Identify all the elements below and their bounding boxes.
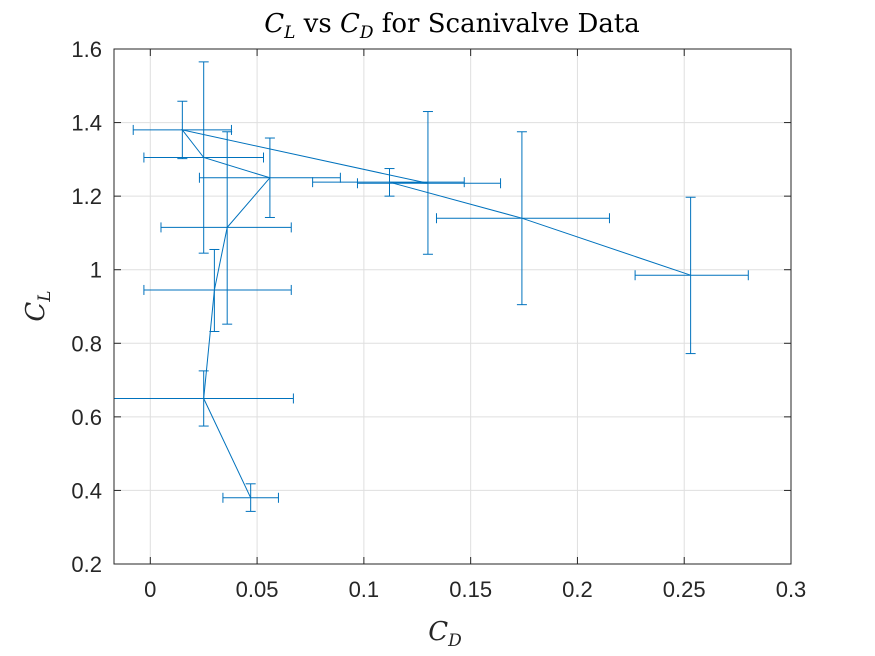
data-point-errorbars [143, 61, 264, 254]
y-tick-label: 0.8 [71, 331, 102, 356]
x-tick-label: 0.05 [236, 577, 279, 602]
data-point-errorbars [198, 137, 341, 218]
data-point-errorbars [143, 248, 292, 333]
data-point-errorbars [160, 131, 292, 325]
y-tick-label: 0.6 [71, 405, 102, 430]
x-tick-label: 0.15 [449, 577, 492, 602]
x-axis-label: CD [428, 617, 462, 651]
data-point-errorbars [435, 131, 610, 306]
x-axis-label-symbol: C [428, 617, 448, 647]
title-mid: vs [295, 9, 340, 39]
axes-box [113, 48, 792, 565]
y-tick-label: 0.2 [71, 552, 102, 577]
data-point-errorbars [312, 168, 465, 197]
x-tick-label: 0.2 [562, 577, 593, 602]
title-main-symbol: C [264, 9, 284, 39]
tick-labels: 0 0.05 0.1 0.15 0.2 0.25 0.3 0.2 0.4 0.6 0.8 1 1.2 1.… [71, 37, 806, 602]
data-point-errorbars [634, 196, 749, 355]
y-axis-label-subscript: L [35, 290, 55, 302]
x-tick-label: 0.1 [349, 577, 380, 602]
data-point-errorbars [222, 483, 279, 512]
data-point-errorbars [356, 111, 502, 255]
y-tick-label: 1.2 [71, 184, 102, 209]
title-rest: for Scanivalve Data [374, 9, 640, 39]
x-axis-label-subscript: D [447, 631, 462, 651]
y-axis-label-symbol: C [21, 302, 51, 322]
title-second-subscript: D [359, 23, 374, 43]
chart-title: CL vs CD for Scanivalve Data [264, 9, 640, 43]
y-tick-label: 1 [90, 258, 102, 283]
series-group [113, 61, 749, 512]
y-tick-label: 1.4 [71, 111, 102, 136]
x-tick-label: 0.25 [663, 577, 706, 602]
y-tick-label: 1.6 [71, 37, 102, 62]
y-axis-label: CL [21, 290, 55, 321]
axes [113, 48, 792, 565]
x-tick-label: 0 [144, 577, 156, 602]
title-main-subscript: L [283, 23, 295, 43]
plot-area-background [114, 49, 791, 564]
data-point-errorbars [132, 100, 232, 160]
y-tick-label: 0.4 [71, 478, 102, 503]
title-second-symbol: C [340, 9, 360, 39]
x-tick-label: 0.3 [776, 577, 807, 602]
